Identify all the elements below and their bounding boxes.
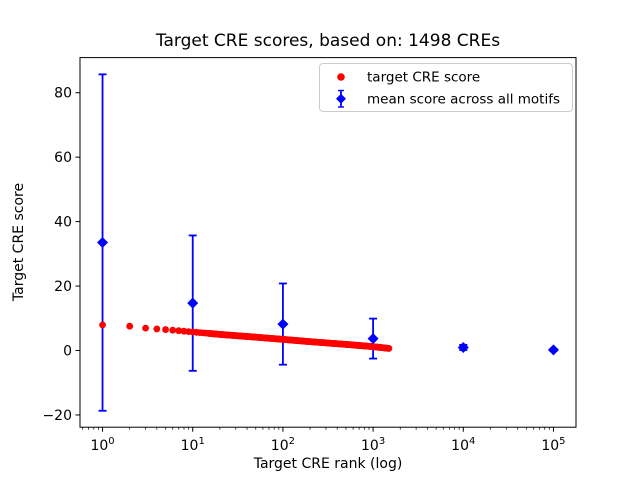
x-tick-label: 100 (90, 436, 114, 454)
y-tick-label: 40 (54, 215, 72, 231)
target-score-dot (169, 326, 177, 334)
target-score-dot (162, 326, 169, 333)
x-tick-label: 102 (271, 436, 295, 454)
chart-title: Target CRE scores, based on: 1498 CREs (155, 31, 500, 51)
x-tick-label: 105 (541, 436, 565, 454)
mean-score-diamonds (97, 237, 559, 356)
y-tick-label: 20 (54, 279, 72, 295)
target-score-dot (153, 325, 161, 333)
y-tick-label: 80 (54, 86, 72, 102)
legend-label: mean score across all motifs (367, 92, 560, 108)
mean-score-diamond (367, 333, 379, 345)
legend-blue-diamond-icon (336, 93, 346, 104)
legend-red-circle-icon (337, 73, 345, 81)
target-score-dots (99, 321, 393, 352)
y-axis-ticks: −20 0 20 40 60 80 (42, 86, 80, 424)
x-axis-label: Target CRE rank (log) (253, 456, 403, 472)
mean-score-diamond (277, 318, 289, 330)
y-axis-label: Target CRE score (11, 183, 27, 302)
legend-label: target CRE score (367, 70, 480, 86)
target-score-dot (385, 345, 393, 352)
mean-score-diamond (187, 297, 199, 309)
plot-border (79, 57, 577, 428)
x-tick-label: 104 (451, 436, 475, 454)
y-tick-label: 60 (54, 150, 72, 166)
target-score-dot (175, 327, 183, 335)
mean-score-diamond (457, 341, 469, 353)
x-tick-label: 101 (181, 436, 205, 454)
target-score-dot (99, 321, 106, 329)
mean-score-diamond (97, 237, 109, 249)
mean-score-errorbars (98, 73, 558, 412)
target-score-dot (142, 324, 149, 332)
target-score-dot (126, 322, 134, 330)
y-tick-label: 0 (63, 344, 72, 360)
legend: target CRE score mean score across all m… (319, 63, 573, 112)
mean-score-diamond (547, 344, 559, 356)
y-tick-label: −20 (42, 408, 72, 424)
legend-item-target-score: target CRE score (337, 70, 480, 86)
legend-item-mean-score: mean score across all motifs (336, 89, 560, 108)
x-axis-ticks: 100 101 102 103 104 105 (82, 427, 566, 454)
legend-box (319, 63, 573, 112)
x-tick-label: 103 (361, 436, 385, 454)
